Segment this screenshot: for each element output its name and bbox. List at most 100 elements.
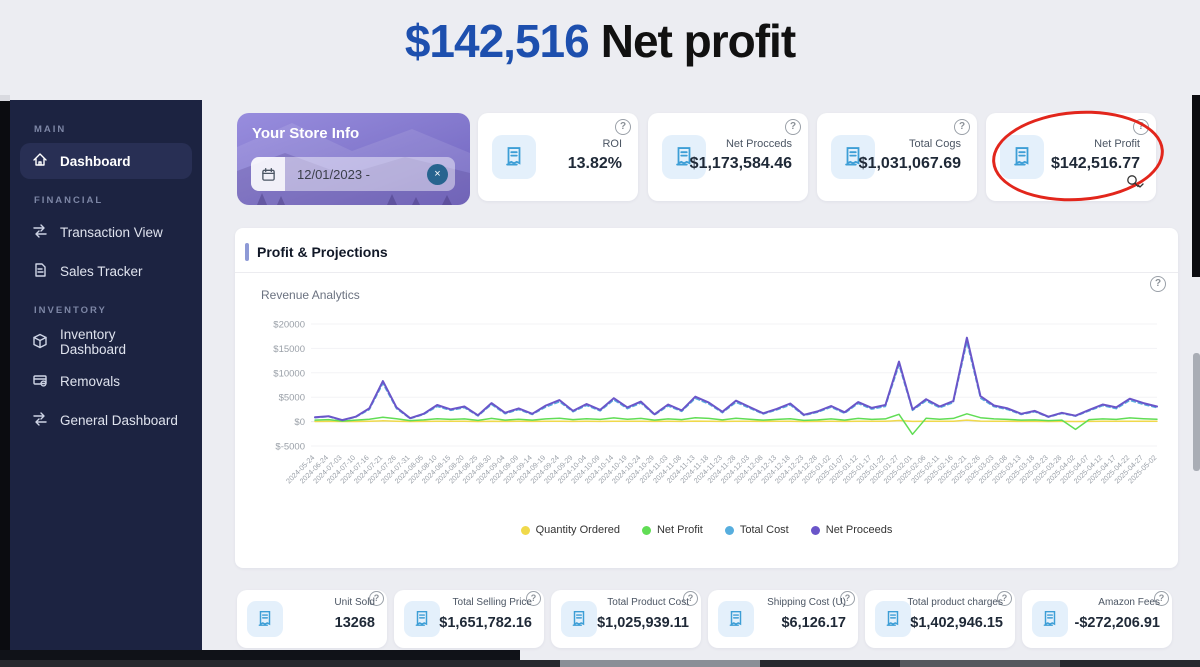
legend-item[interactable]: Quantity Ordered: [520, 524, 620, 536]
help-icon[interactable]: ?: [785, 119, 801, 135]
legend-item[interactable]: Net Profit: [641, 524, 703, 536]
revenue-analytics-chart: $20000$15000$10000$5000$0$-50002024-05-2…: [273, 320, 1158, 486]
stat-value: $1,402,946.15: [910, 615, 1003, 631]
bottom-stat-card-shipping-cost-u-: ? Shipping Cost (U) $6,126.17: [708, 590, 858, 648]
series-net-profit: [314, 413, 1158, 436]
sidebar-item-sales-tracker[interactable]: Sales Tracker: [20, 253, 192, 289]
stat-label: Shipping Cost (U): [767, 597, 846, 608]
chart-subtitle: Revenue Analytics: [261, 288, 360, 302]
sidebar-item-label: General Dashboard: [60, 412, 178, 428]
sidebar-item-label: Inventory Dashboard: [60, 327, 127, 357]
document-icon: [32, 262, 48, 281]
stat-label: ROI: [602, 138, 622, 150]
stat-label: Net Profit: [1094, 138, 1140, 150]
help-icon[interactable]: ?: [615, 119, 631, 135]
net-profit-headline-amount: $142,516: [404, 15, 590, 67]
help-icon[interactable]: ?: [369, 591, 384, 606]
help-icon[interactable]: ?: [526, 591, 541, 606]
receipt-icon: [718, 601, 754, 637]
calendar-icon[interactable]: [251, 157, 285, 191]
help-icon[interactable]: ?: [1154, 591, 1169, 606]
bottom-stat-card-total-product-cost: ? Total Product Cost $1,025,939.11: [551, 590, 701, 648]
receipt-icon: [561, 601, 597, 637]
stat-value: $1,173,584.46: [689, 155, 792, 172]
store-card-title: Your Store Info: [252, 125, 360, 142]
help-icon[interactable]: ?: [1150, 276, 1166, 292]
sidebar-item-removals[interactable]: Removals: [20, 363, 192, 399]
stat-value: $1,025,939.11: [597, 615, 689, 631]
left-edge-strip: [0, 95, 10, 657]
right-edge-strip: [1192, 95, 1200, 277]
tray-icon: [32, 372, 48, 391]
stat-card-total-cogs: ? Total Cogs $1,031,067.69: [817, 113, 977, 201]
stat-value: $142,516.77: [1051, 155, 1140, 172]
y-axis-tick: $15000: [273, 344, 305, 355]
mountain-illustration: [237, 123, 470, 205]
legend-label: Net Proceeds: [825, 524, 893, 536]
receipt-icon: [1000, 135, 1044, 179]
legend-dot-icon: [810, 525, 820, 535]
stat-label: Total Product Cost: [607, 597, 689, 608]
legend-item[interactable]: Total Cost: [724, 524, 789, 536]
help-icon[interactable]: ?: [997, 591, 1012, 606]
net-profit-headline-label: Net profit: [600, 15, 796, 67]
help-icon[interactable]: ?: [954, 119, 970, 135]
sidebar-item-label: Sales Tracker: [60, 263, 143, 279]
store-info-card: Your Store Info 12/01/2023 - ×: [237, 113, 470, 205]
date-range-value[interactable]: 12/01/2023 -: [297, 166, 371, 182]
legend-dot-icon: [724, 525, 734, 535]
chart-legend: Quantity Ordered Net Profit Total Cost Net …: [235, 524, 1178, 536]
stat-label: Total product charges: [907, 597, 1003, 608]
y-axis-tick: $5000: [279, 393, 305, 404]
stat-value: 13.82%: [567, 155, 622, 172]
sidebar-item-label: Dashboard: [60, 153, 131, 169]
bottom-taskbar-strip: [0, 660, 1200, 667]
y-axis-tick: $-5000: [275, 442, 305, 453]
divider: [235, 272, 1178, 273]
bottom-stat-card-amazon-fees: ? Amazon Fees -$272,206.91: [1022, 590, 1172, 648]
stat-value: 13268: [334, 615, 375, 631]
sidebar-item-label: Removals: [60, 373, 121, 389]
sidebar-item-label: Transaction View: [60, 224, 163, 240]
sidebar-item-inventory-dashboard[interactable]: Inventory Dashboard: [20, 324, 192, 360]
receipt-icon: [875, 601, 911, 637]
help-icon[interactable]: ?: [840, 591, 855, 606]
series-net-proceeds: [314, 336, 1158, 422]
legend-label: Net Profit: [656, 524, 703, 536]
sidebar-item-dashboard[interactable]: Dashboard: [20, 143, 192, 179]
swap-icon: [32, 411, 48, 430]
help-icon[interactable]: ?: [1133, 119, 1149, 135]
y-axis-tick: $20000: [273, 320, 305, 331]
stat-card-net-proceeds: ? Net Procceds $1,173,584.46: [648, 113, 808, 201]
bottom-stat-card-total-product-charges: ? Total product charges $1,402,946.15: [865, 590, 1015, 648]
stat-label: Net Procceds: [725, 138, 792, 150]
receipt-icon: [662, 135, 706, 179]
sidebar-section-financial: FINANCIAL: [34, 195, 104, 206]
stat-value: $1,031,067.69: [858, 155, 961, 172]
swap-icon: [32, 223, 48, 242]
home-icon: [32, 152, 48, 171]
left-edge-notch: [0, 95, 10, 101]
stat-label: Total Cogs: [909, 138, 961, 150]
sidebar-item-transaction-view[interactable]: Transaction View: [20, 214, 192, 250]
page-title: $142,516 Net profit: [0, 14, 1200, 68]
vertical-scrollbar[interactable]: [1193, 353, 1200, 471]
help-icon[interactable]: ?: [683, 591, 698, 606]
legend-item[interactable]: Net Proceeds: [810, 524, 893, 536]
sidebar-item-general-dashboard[interactable]: General Dashboard: [20, 402, 192, 438]
stat-label: Total Selling Price: [452, 597, 532, 608]
cube-icon: [32, 333, 48, 352]
series-total-cost: [314, 341, 1158, 422]
clear-date-icon[interactable]: ×: [427, 163, 448, 185]
legend-label: Total Cost: [739, 524, 789, 536]
receipt-icon: [831, 135, 875, 179]
legend-dot-icon: [641, 525, 651, 535]
stat-label: Unit Sold: [334, 597, 375, 608]
profit-projections-card: Profit & Projections Revenue Analytics ?…: [235, 228, 1178, 568]
bottom-stat-card-unit-sold: ? Unit Sold 13268: [237, 590, 387, 648]
legend-dot-icon: [520, 525, 530, 535]
bottom-left-bar: [0, 650, 520, 662]
title-accent-bar: [245, 243, 249, 261]
legend-label: Quantity Ordered: [535, 524, 620, 536]
date-range-input[interactable]: 12/01/2023 - ×: [251, 157, 455, 191]
